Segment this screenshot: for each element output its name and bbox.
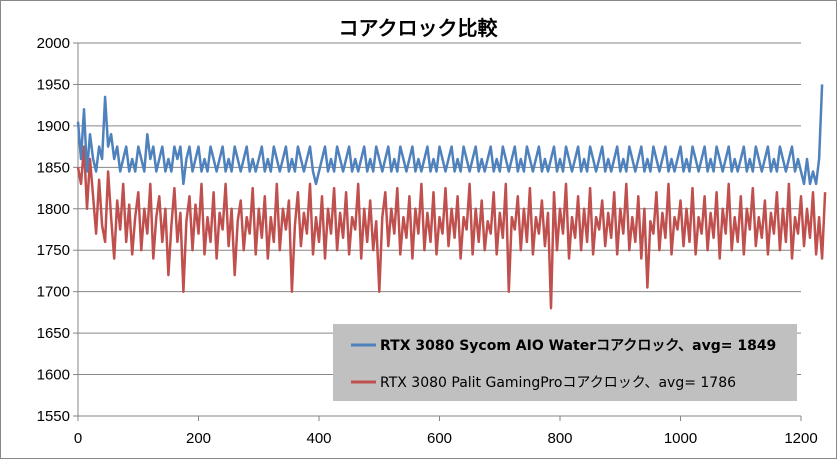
x-tick-label-0: 0 (74, 430, 82, 447)
legend: RTX 3080 Sycom AIO Waterコアクロック、avg= 1849… (333, 324, 797, 401)
chart-title: コアクロック比較 (339, 16, 499, 40)
x-tick-label-1200: 1200 (784, 430, 817, 447)
y-tick-label-1900: 1900 (37, 118, 70, 135)
legend-label-palit: RTX 3080 Palit GamingProコアクロック、avg= 1786 (380, 375, 736, 391)
y-tick-label-1750: 1750 (37, 242, 70, 259)
y-tick-label-1700: 1700 (37, 284, 70, 301)
x-tick-label-400: 400 (306, 430, 331, 447)
series-lines (76, 84, 827, 310)
y-tick-label-1950: 1950 (37, 76, 70, 93)
series-line-palit (76, 145, 827, 310)
legend-label-sycom: RTX 3080 Sycom AIO Waterコアクロック、avg= 1849 (380, 338, 776, 354)
x-axis-ticks: 0 200 400 600 800 1000 1200 (74, 416, 818, 447)
series-line-sycom (76, 84, 824, 186)
legend-background (333, 324, 797, 401)
y-tick-label-1550: 1550 (37, 408, 70, 425)
y-tick-label-2000: 2000 (37, 35, 70, 52)
y-tick-label-1850: 1850 (37, 159, 70, 176)
y-tick-label-1800: 1800 (37, 201, 70, 218)
x-tick-label-1000: 1000 (664, 430, 697, 447)
y-tick-label-1650: 1650 (37, 325, 70, 342)
axes (77, 43, 801, 417)
y-tick-label-1600: 1600 (37, 367, 70, 384)
x-tick-label-600: 600 (427, 430, 452, 447)
x-tick-label-200: 200 (186, 430, 211, 447)
y-axis-ticks: 1550 1600 1650 1700 1750 1800 1850 1900 1950 2000 (37, 35, 78, 425)
x-tick-label-800: 800 (547, 430, 572, 447)
